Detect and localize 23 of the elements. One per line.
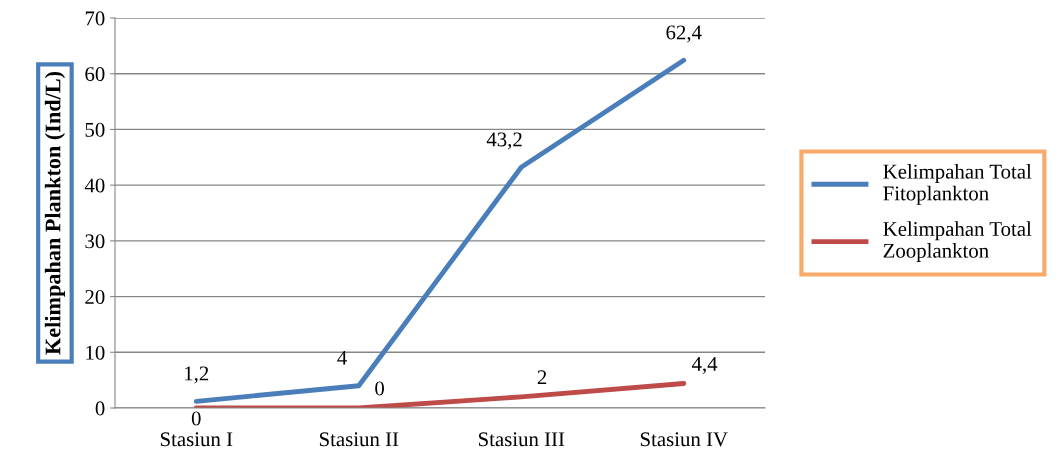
data-label: 4 — [337, 350, 347, 365]
y-tick-label: 60 — [85, 67, 105, 82]
data-label: 2 — [537, 370, 547, 385]
data-label: 0 — [191, 411, 201, 426]
y-tick-label: 0 — [95, 401, 105, 416]
y-tick-label: 50 — [85, 122, 105, 137]
y-tick-label: 20 — [85, 289, 105, 304]
x-tick-label: Stasiun I — [160, 432, 233, 447]
y-tick-label: 40 — [84, 178, 105, 193]
data-label: 1,2 — [185, 366, 209, 384]
data-label: 62,4 — [666, 25, 702, 43]
y-tick-label: 30 — [85, 234, 105, 249]
y-tick-label: 10 — [86, 345, 105, 360]
y-axis-title: Kelimpahan Plankton (Ind/L) — [44, 71, 65, 355]
data-label: 4,4 — [691, 357, 718, 374]
data-label: 0 — [375, 381, 384, 396]
legend-label: Kelimpahan Total Zooplankton — [883, 221, 1032, 263]
y-tick-label: 70 — [85, 11, 105, 26]
x-tick-label: Stasiun III — [478, 432, 565, 447]
x-tick-label: Stasiun II — [319, 432, 399, 447]
data-label: 43,2 — [486, 132, 522, 150]
legend-label: Kelimpahan Total Fitoplankton — [883, 163, 1032, 205]
x-tick-label: Stasiun IV — [640, 432, 728, 447]
